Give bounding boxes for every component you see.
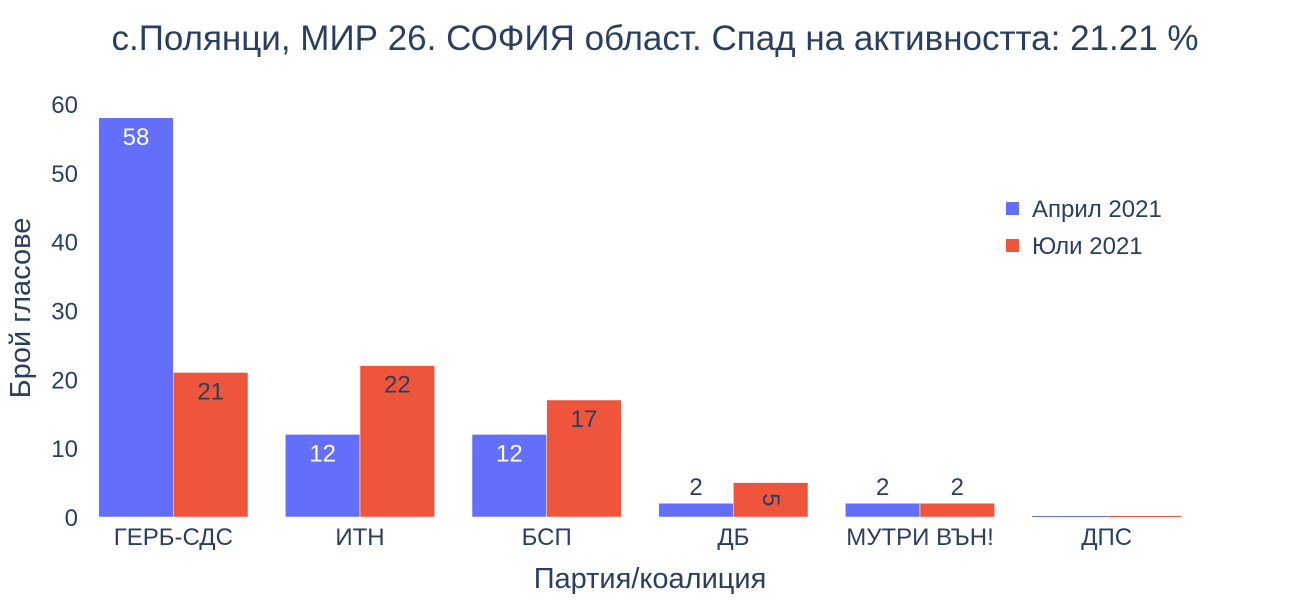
chart-title: с.Полянци, МИР 26. СОФИЯ област. Спад на…	[111, 19, 1198, 58]
y-tick-label: 60	[51, 92, 78, 119]
bar-value-label: 17	[571, 406, 598, 433]
bar-value-label: 22	[384, 372, 411, 399]
legend-label: Юли 2021	[1032, 233, 1143, 260]
bar-value-label: 2	[689, 474, 702, 501]
legend: Април 2021 Юли 2021	[1006, 196, 1162, 260]
bar-value-label: 2	[951, 474, 964, 501]
y-tick-label: 10	[51, 436, 78, 463]
y-tick-label: 0	[65, 505, 78, 532]
bar-value-label: 2	[876, 474, 889, 501]
x-tick-label: ДПС	[1081, 524, 1132, 551]
y-tick-label: 50	[51, 161, 78, 188]
bar-value-label: 12	[309, 440, 336, 467]
x-tick-label: БСП	[522, 524, 572, 551]
x-tick-label: ГЕРБ-СДС	[114, 524, 233, 551]
legend-swatch	[1006, 202, 1019, 215]
bar	[1106, 516, 1182, 517]
legend-swatch	[1006, 239, 1019, 252]
bar-value-label: 12	[496, 440, 523, 467]
y-axis-ticks: 0 10 20 30 40 50 60	[51, 92, 78, 532]
bar	[733, 482, 809, 518]
bar	[471, 434, 547, 518]
x-axis-ticks: ГЕРБ-СДС ИТН БСП ДБ МУТРИ ВЪН! ДПС	[114, 524, 1132, 551]
bar	[359, 365, 435, 518]
bar-value-label: 58	[123, 124, 150, 151]
y-tick-label: 20	[51, 367, 78, 394]
bars-group	[98, 117, 1182, 518]
bar	[173, 372, 249, 518]
bar-value-label: 5	[757, 493, 784, 506]
bar	[98, 117, 174, 518]
x-tick-label: ДБ	[717, 524, 749, 551]
y-tick-label: 30	[51, 299, 78, 326]
legend-label: Април 2021	[1032, 196, 1162, 223]
bar	[919, 502, 995, 518]
bar	[285, 434, 361, 518]
y-tick-label: 40	[51, 230, 78, 257]
bar-value-label: 21	[197, 378, 224, 405]
x-tick-label: ИТН	[335, 524, 384, 551]
bar	[845, 502, 921, 518]
bar	[1032, 516, 1107, 517]
x-axis-title: Партия/коалиция	[534, 563, 767, 595]
bar	[658, 502, 734, 518]
x-tick-label: МУТРИ ВЪН!	[846, 524, 993, 551]
y-axis-title: Брой гласове	[5, 218, 37, 399]
bar	[546, 399, 622, 518]
